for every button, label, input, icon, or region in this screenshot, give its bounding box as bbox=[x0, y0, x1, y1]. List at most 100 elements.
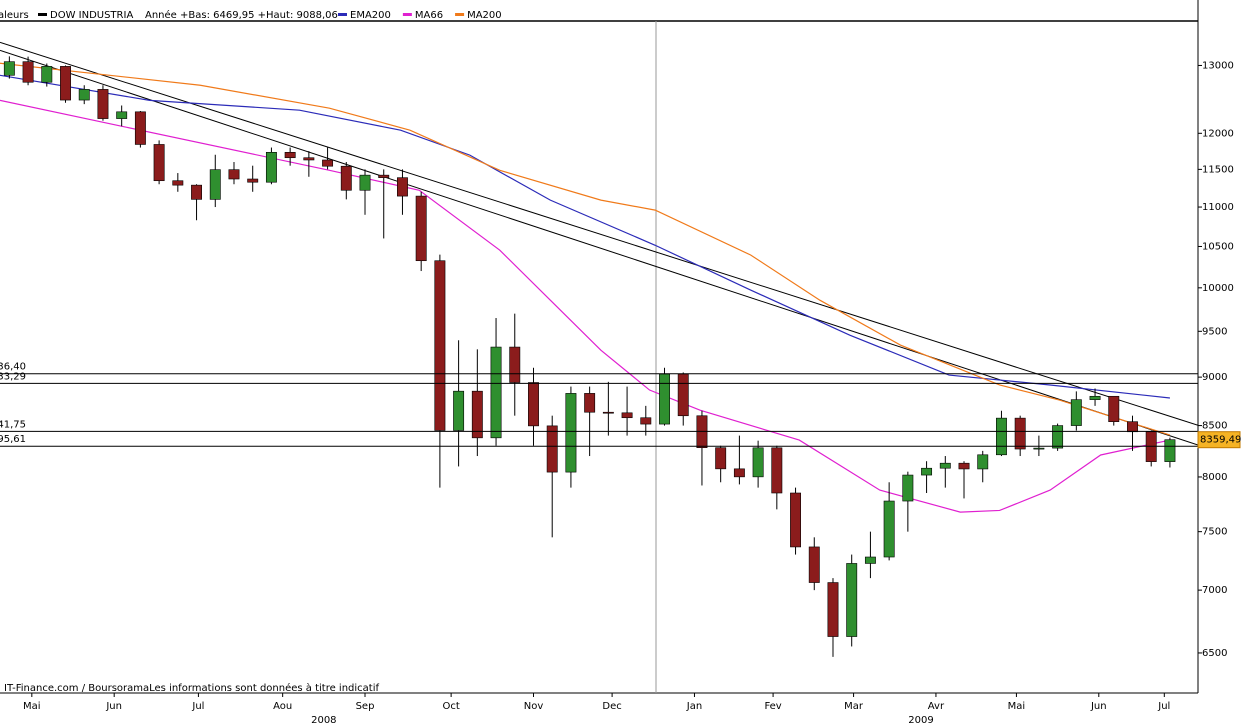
candle-body bbox=[1052, 425, 1064, 449]
candle-body bbox=[1014, 417, 1026, 450]
candle-body bbox=[883, 500, 895, 558]
candle-body bbox=[359, 174, 371, 191]
x-tick-label: Fev bbox=[764, 701, 781, 712]
y-tick-label: 9000 bbox=[1202, 372, 1227, 383]
legend-swatch bbox=[338, 13, 347, 16]
y-tick-label: 6500 bbox=[1202, 648, 1227, 659]
ma-line bbox=[0, 99, 1171, 513]
level-label: 8933,29 bbox=[0, 371, 26, 382]
candle-body bbox=[471, 390, 483, 439]
x-tick-label: Jun bbox=[1090, 701, 1107, 712]
candle-body bbox=[97, 89, 109, 119]
candle-body bbox=[397, 177, 408, 197]
candle-body bbox=[434, 260, 446, 431]
y-tick-label: 13000 bbox=[1202, 60, 1234, 71]
plot-area bbox=[0, 41, 1198, 657]
candle-body bbox=[659, 373, 670, 425]
candle-body bbox=[771, 447, 783, 494]
candle-body bbox=[378, 174, 390, 178]
year-label: 2009 bbox=[908, 715, 933, 726]
candle-body bbox=[41, 66, 53, 83]
header-cut: aleurs bbox=[0, 10, 29, 21]
candle-body bbox=[60, 66, 71, 101]
candle-body bbox=[977, 454, 989, 470]
y-tick-label: 11000 bbox=[1202, 202, 1234, 213]
legend-swatch bbox=[402, 13, 412, 16]
footer: IT-Finance.com / BoursoramaLes informati… bbox=[4, 682, 379, 694]
candle-body bbox=[677, 373, 689, 417]
candle-body bbox=[584, 393, 596, 413]
candle-body bbox=[3, 61, 15, 76]
candle-body bbox=[733, 468, 745, 478]
legend-label: EMA200 bbox=[350, 10, 391, 21]
x-tick-label: Jul bbox=[191, 701, 204, 712]
last-value-label: 8359,49 bbox=[1200, 435, 1241, 446]
candle-body bbox=[621, 412, 633, 419]
x-tick-label: Sep bbox=[356, 701, 375, 712]
legend-label: MA200 bbox=[467, 10, 502, 21]
candle-body bbox=[602, 411, 614, 414]
candle-body bbox=[715, 447, 727, 470]
candle-body bbox=[116, 111, 128, 119]
x-tick-label: Avr bbox=[928, 701, 945, 712]
y-tick-label: 9500 bbox=[1202, 326, 1227, 337]
x-tick-label: Dec bbox=[602, 701, 621, 712]
x-tick-label: Jan bbox=[686, 701, 702, 712]
legend-label: DOW INDUSTRIA bbox=[50, 10, 133, 21]
candle-body bbox=[490, 346, 502, 439]
candle-body bbox=[153, 144, 165, 182]
candle-body bbox=[78, 89, 90, 101]
candle-body bbox=[546, 425, 558, 473]
candle-body bbox=[303, 157, 315, 161]
candle-body bbox=[209, 169, 221, 200]
level-label: 9036,40 bbox=[0, 362, 26, 373]
candle-body bbox=[284, 151, 296, 159]
x-tick-label: Mar bbox=[844, 701, 864, 712]
last-value-box bbox=[1197, 431, 1241, 449]
candle-body bbox=[1145, 431, 1157, 462]
legend-label: MA66 bbox=[415, 10, 443, 21]
y-tick-label: 11500 bbox=[1202, 164, 1234, 175]
candle-body bbox=[247, 178, 259, 183]
candle-body bbox=[565, 393, 577, 473]
y-tick-label: 7000 bbox=[1202, 585, 1227, 596]
ma-line bbox=[0, 62, 1171, 436]
candle-body bbox=[509, 346, 521, 383]
x-tick-label: Oct bbox=[442, 701, 459, 712]
candle-body bbox=[958, 462, 970, 470]
candle-body bbox=[1164, 439, 1176, 462]
year-label: 2008 bbox=[311, 715, 336, 726]
level-label: 8295,61 bbox=[0, 434, 26, 445]
candle-body bbox=[864, 556, 876, 564]
candle-body bbox=[939, 462, 951, 469]
candle-body bbox=[1033, 447, 1045, 450]
candle-body bbox=[921, 467, 933, 476]
y-tick-label: 10500 bbox=[1202, 241, 1234, 252]
candle-body bbox=[191, 184, 202, 200]
candle-body bbox=[640, 417, 652, 425]
candle-body bbox=[340, 165, 352, 191]
x-tick-label: Jun bbox=[105, 701, 122, 712]
candle-body bbox=[172, 180, 184, 186]
legend-swatch bbox=[455, 13, 465, 16]
candle-body bbox=[228, 169, 240, 180]
candle-body bbox=[996, 417, 1007, 456]
candle-body bbox=[1070, 399, 1082, 426]
y-tick-label: 10000 bbox=[1202, 283, 1234, 294]
x-tick-label: Nov bbox=[524, 701, 544, 712]
legend-swatch bbox=[38, 13, 47, 16]
candle-body bbox=[415, 195, 427, 262]
y-tick-label: 7500 bbox=[1202, 527, 1227, 538]
candle-body bbox=[1127, 421, 1138, 433]
x-tick-label: Jul bbox=[1157, 701, 1170, 712]
x-tick-label: Mai bbox=[23, 701, 41, 712]
ma-line bbox=[0, 74, 1170, 399]
x-tick-label: Aou bbox=[273, 701, 292, 712]
level-label: 8441,75 bbox=[0, 419, 26, 430]
candle-body bbox=[22, 61, 34, 83]
candle-body bbox=[322, 159, 334, 167]
candle-body bbox=[846, 563, 858, 637]
trend-line bbox=[0, 49, 1198, 446]
